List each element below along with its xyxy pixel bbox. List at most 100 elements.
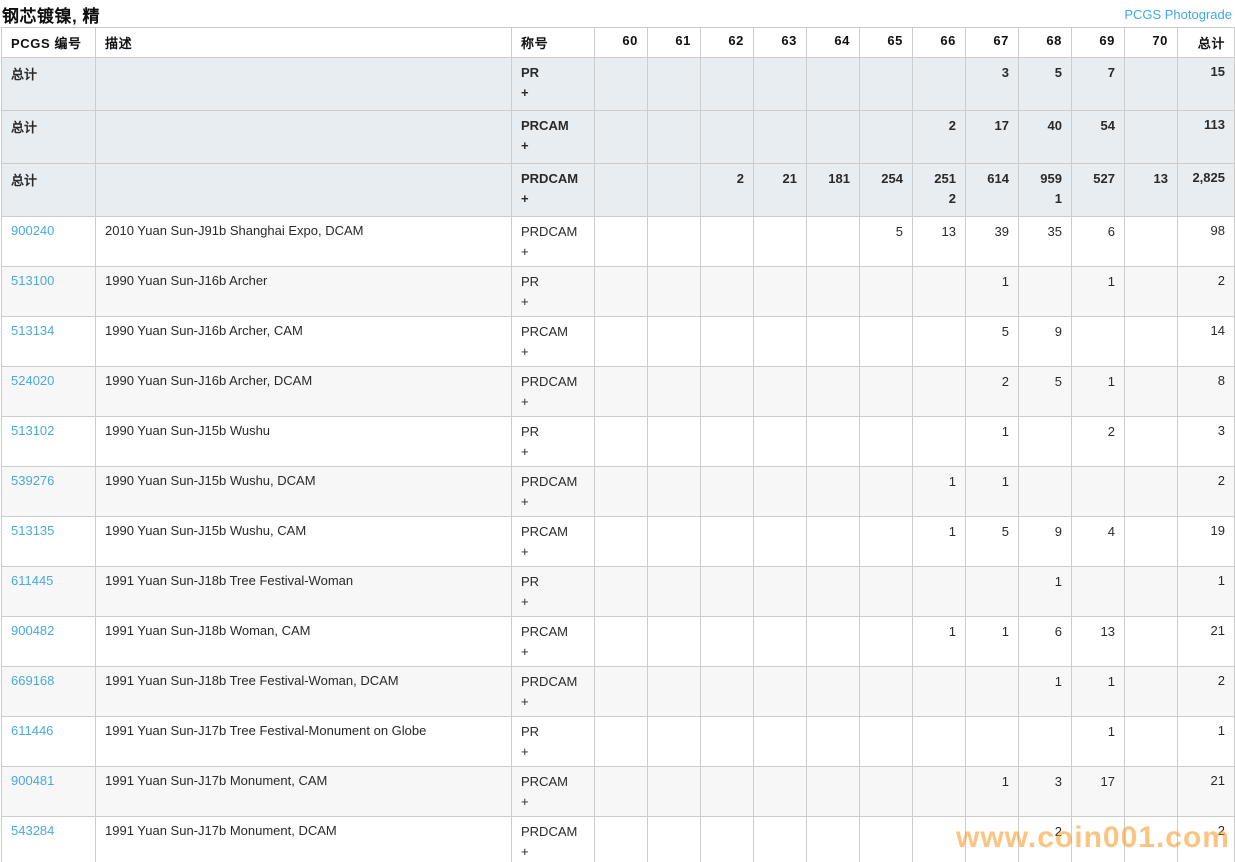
- grade-cell-60: [594, 466, 648, 517]
- pcgs-cell: 900481: [1, 766, 96, 817]
- grade-cell-65: [859, 266, 913, 317]
- pcgs-number-link[interactable]: 611446: [11, 723, 54, 738]
- coin-row: 513100 1990 Yuan Sun-J16b Archer PR + 1 1 2: [1, 266, 1235, 317]
- grade-cell-68: 6: [1018, 616, 1072, 667]
- total-cell: 2: [1177, 466, 1235, 517]
- grade-cell-69: 2: [1071, 416, 1125, 467]
- grade-cell-65: [859, 57, 913, 111]
- coin-row: 524020 1990 Yuan Sun-J16b Archer, DCAM PRD…: [1, 366, 1235, 417]
- grade-cell-66: [912, 666, 966, 717]
- grade-cell-65: [859, 110, 913, 164]
- grade-cell-60: [594, 316, 648, 367]
- pcgs-photograde-link[interactable]: PCGS Photograde: [1124, 6, 1232, 22]
- grade-cell-61: [647, 616, 701, 667]
- designation-cell: PRCAM +: [511, 110, 595, 164]
- total-cell: 113: [1177, 110, 1235, 164]
- coin-row: 539276 1990 Yuan Sun-J15b Wushu, DCAM PRDC…: [1, 466, 1235, 517]
- grade-cell-64: [806, 366, 860, 417]
- grade-cell-67: 17: [965, 110, 1019, 164]
- pcgs-cell: 611446: [1, 716, 96, 767]
- grade-cell-63: [753, 616, 807, 667]
- grade-cell-64: [806, 816, 860, 862]
- pcgs-cell: 总计: [1, 110, 96, 164]
- col-header-grade-69: 69: [1071, 27, 1125, 58]
- total-cell: 3: [1177, 416, 1235, 467]
- designation-cell: PRCAM +: [511, 516, 595, 567]
- designation-cell: PRCAM +: [511, 616, 595, 667]
- grade-cell-63: [753, 110, 807, 164]
- grade-cell-67: 1: [965, 266, 1019, 317]
- grade-cell-61: [647, 216, 701, 267]
- grade-cell-60: [594, 216, 648, 267]
- grade-cell-61: [647, 466, 701, 517]
- grade-cell-62: 2: [700, 163, 754, 217]
- grade-cell-70: [1124, 266, 1178, 317]
- pcgs-number-link[interactable]: 900482: [11, 623, 55, 638]
- grade-cell-66: [912, 766, 966, 817]
- grade-cell-67: 39: [965, 216, 1019, 267]
- grade-cell-64: [806, 216, 860, 267]
- grade-cell-68: [1018, 716, 1072, 767]
- grade-cell-65: [859, 366, 913, 417]
- grade-cell-66: 1: [912, 466, 966, 517]
- description-cell: 1991 Yuan Sun-J18b Woman, CAM: [95, 616, 512, 667]
- pcgs-number-link[interactable]: 900481: [11, 773, 55, 788]
- grade-cell-65: [859, 716, 913, 767]
- grade-cell-67: 1: [965, 466, 1019, 517]
- grade-cell-70: [1124, 716, 1178, 767]
- pcgs-cell: 总计: [1, 163, 96, 217]
- pcgs-number-link[interactable]: 900240: [11, 223, 55, 238]
- grade-cell-68: 5: [1018, 57, 1072, 111]
- grade-cell-62: [700, 666, 754, 717]
- grade-cell-60: [594, 766, 648, 817]
- grade-cell-60: [594, 266, 648, 317]
- pcgs-number-link[interactable]: 669168: [11, 673, 55, 688]
- pcgs-cell: 669168: [1, 666, 96, 717]
- grade-cell-61: [647, 766, 701, 817]
- grade-cell-65: [859, 766, 913, 817]
- grade-cell-66: [912, 366, 966, 417]
- grade-cell-64: [806, 666, 860, 717]
- grade-cell-64: [806, 766, 860, 817]
- total-cell: 21: [1177, 616, 1235, 667]
- grade-cell-70: [1124, 316, 1178, 367]
- pcgs-number-link[interactable]: 513134: [11, 323, 55, 338]
- pcgs-number-link[interactable]: 543284: [11, 823, 55, 838]
- pcgs-number-link[interactable]: 611445: [11, 573, 54, 588]
- grade-cell-62: [700, 366, 754, 417]
- description-cell: 1990 Yuan Sun-J15b Wushu: [95, 416, 512, 467]
- designation-cell: PRDCAM +: [511, 816, 595, 862]
- col-header-grade-61: 61: [647, 27, 701, 58]
- pcgs-cell: 524020: [1, 366, 96, 417]
- description-cell: 1991 Yuan Sun-J17b Monument, DCAM: [95, 816, 512, 862]
- col-header-grade-67: 67: [965, 27, 1019, 58]
- grade-cell-70: 13: [1124, 163, 1178, 217]
- grade-cell-64: [806, 616, 860, 667]
- description-cell: [95, 163, 512, 217]
- grade-cell-68: 5: [1018, 366, 1072, 417]
- pcgs-cell: 513135: [1, 516, 96, 567]
- pcgs-number-link[interactable]: 524020: [11, 373, 55, 388]
- grade-cell-65: [859, 616, 913, 667]
- total-row: 总计 PR + 3 5 7 15: [1, 57, 1235, 111]
- pcgs-cell: 611445: [1, 566, 96, 617]
- grade-cell-68: 959 1: [1018, 163, 1072, 217]
- grade-cell-66: 2: [912, 110, 966, 164]
- coin-row: 669168 1991 Yuan Sun-J18b Tree Festival-W…: [1, 666, 1235, 717]
- pcgs-number-link[interactable]: 513135: [11, 523, 55, 538]
- total-cell: 21: [1177, 766, 1235, 817]
- grade-cell-65: [859, 416, 913, 467]
- pcgs-number-link[interactable]: 539276: [11, 473, 55, 488]
- description-cell: 1990 Yuan Sun-J16b Archer, CAM: [95, 316, 512, 367]
- designation-cell: PRDCAM +: [511, 163, 595, 217]
- grade-cell-61: [647, 266, 701, 317]
- grade-cell-68: [1018, 266, 1072, 317]
- pcgs-number-link[interactable]: 513102: [11, 423, 55, 438]
- grade-cell-70: [1124, 816, 1178, 862]
- total-cell: 1: [1177, 566, 1235, 617]
- designation-cell: PRDCAM +: [511, 666, 595, 717]
- pcgs-number-link[interactable]: 513100: [11, 273, 55, 288]
- grade-cell-65: 5: [859, 216, 913, 267]
- coin-row: 611446 1991 Yuan Sun-J17b Tree Festival-M…: [1, 716, 1235, 767]
- grade-cell-70: [1124, 766, 1178, 817]
